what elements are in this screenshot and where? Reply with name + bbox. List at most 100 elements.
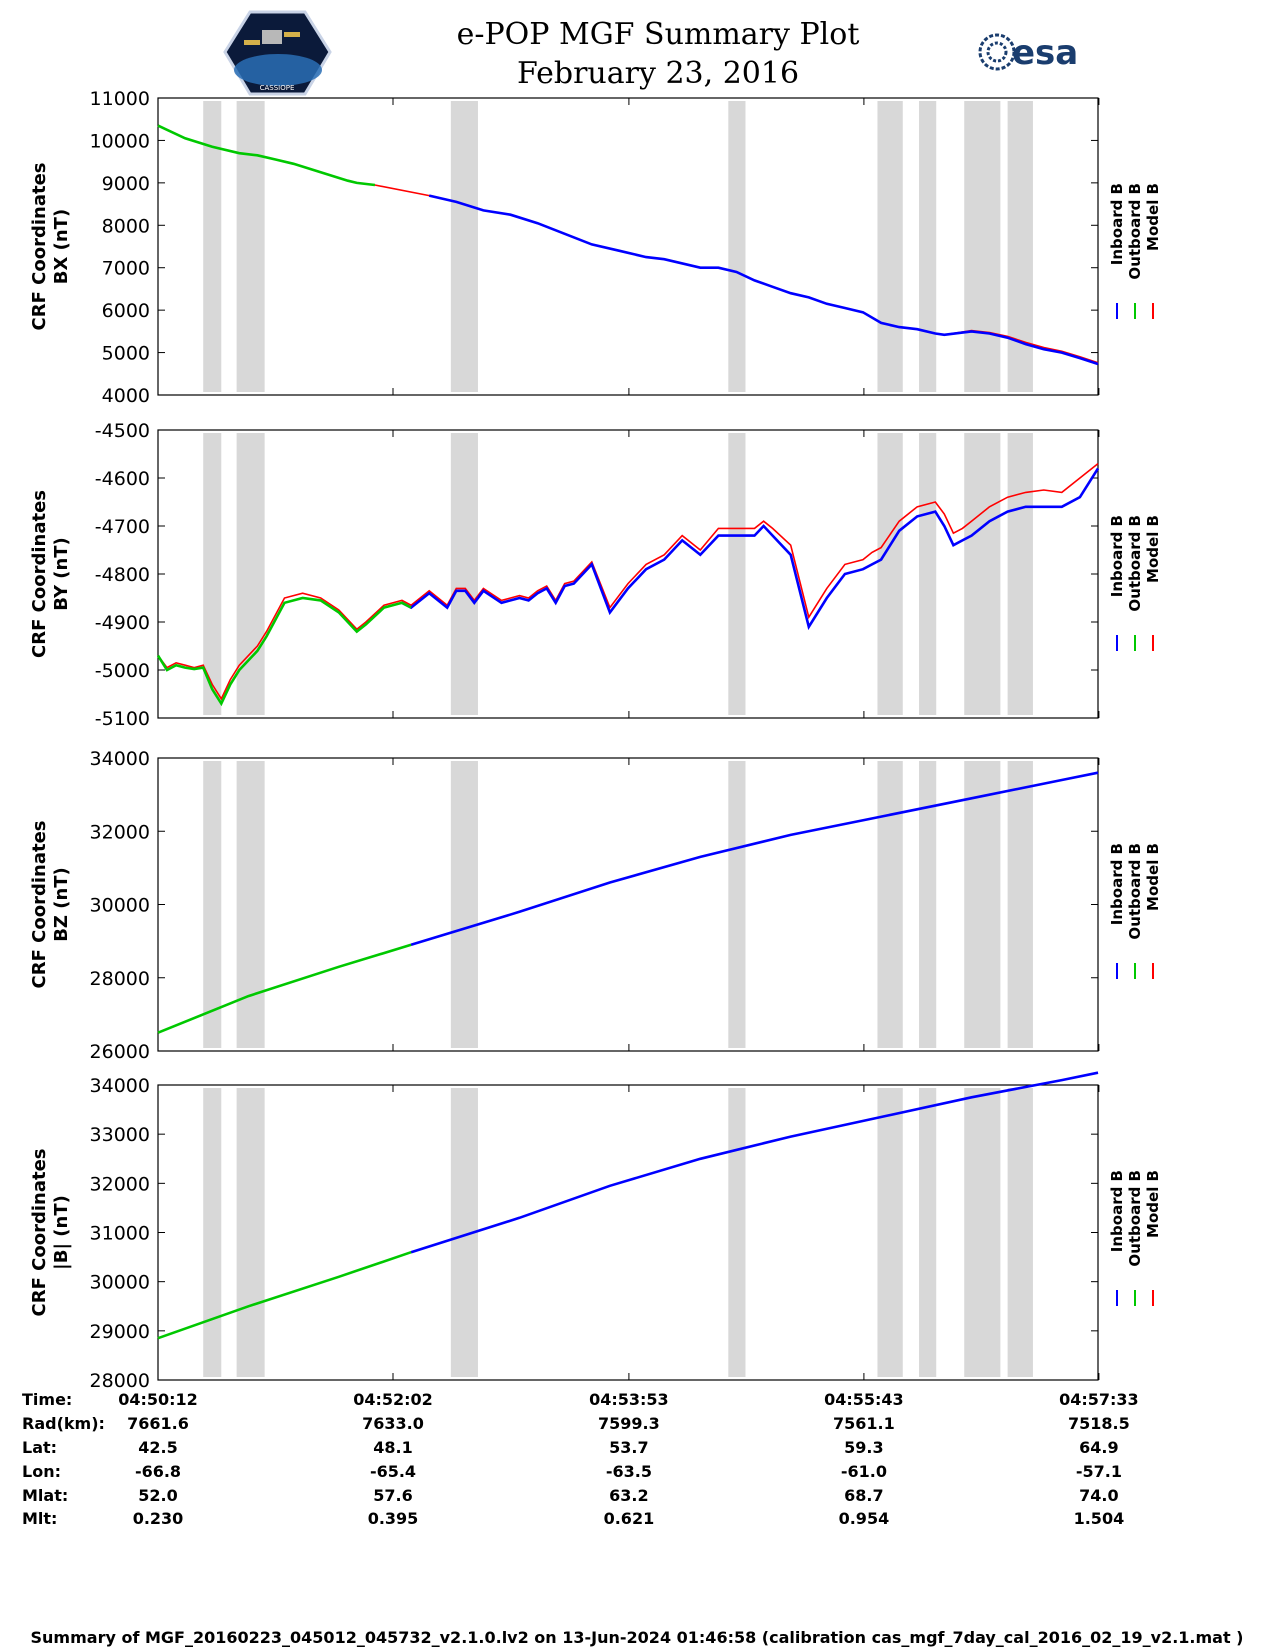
legend-label: Inboard B [1108, 843, 1126, 925]
info-row-label: Lon: [22, 1462, 61, 1481]
y-tick-label: 11000 [90, 88, 150, 110]
panel-bx: 4000 5000 6000 7000 8000 9000 10000 11000 CRF Co… [29, 88, 1162, 407]
footer-caption: Summary of MGF_20160223_045012_045732_v2… [31, 1628, 1244, 1647]
plot-frame [157, 97, 1099, 396]
series-line-outboard-b [157, 1250, 412, 1340]
gap-band-2 [450, 761, 478, 1048]
plot-title: e-POP MGF Summary Plot [457, 17, 860, 52]
gap-band-6 [964, 101, 1001, 392]
info-cell: 63.2 [609, 1486, 648, 1505]
plot-date: February 23, 2016 [517, 56, 799, 91]
info-cell: 7561.1 [833, 1414, 895, 1433]
y-tick-label: -4900 [95, 612, 150, 634]
info-cell: 0.954 [839, 1509, 890, 1528]
gap-band-0 [203, 761, 222, 1048]
gap-band-6 [964, 433, 1001, 715]
y-tick-label: 4000 [102, 385, 150, 407]
info-cell: 59.3 [844, 1438, 883, 1457]
gap-band-4 [877, 1088, 903, 1377]
info-cell: 7661.6 [127, 1414, 189, 1433]
plot-frame [157, 429, 1099, 719]
y-tick-label: 34000 [90, 1075, 150, 1097]
series-line-outboard-b [156, 596, 412, 707]
info-cell: 53.7 [609, 1438, 648, 1457]
series-line-model-b [157, 462, 1099, 701]
gap-band-0 [203, 433, 222, 715]
panel-btotal: 28000 29000 30000 31000 32000 33000 34000 CRF C… [29, 1071, 1162, 1392]
y-tick-label: 34000 [90, 748, 150, 770]
series-line-outboard-b [157, 943, 412, 1034]
y-tick-label: 6000 [102, 300, 150, 322]
series-line-model-b [157, 1071, 1099, 1339]
info-row-label: Mlt: [22, 1509, 57, 1528]
series-line-model-b [157, 124, 1099, 364]
y-tick-label: -4700 [95, 516, 150, 538]
gap-band-1 [236, 433, 265, 715]
esa-logo: esa [978, 33, 1078, 73]
legend: Inboard B Outboard B Model B [1108, 843, 1162, 979]
y-axis-label-line2: BZ (nT) [51, 867, 72, 942]
cassiope-logo: CASSIOPE [223, 10, 332, 96]
y-axis-label-line2: BY (nT) [51, 537, 72, 611]
gap-band-4 [877, 433, 903, 715]
info-cell: 1.504 [1074, 1509, 1125, 1528]
info-cell: 04:53:53 [589, 1390, 669, 1409]
cassiope-logo-label: CASSIOPE [260, 84, 295, 92]
gap-band-1 [236, 761, 265, 1048]
info-cell: 04:55:43 [824, 1390, 904, 1409]
gap-band-7 [1007, 433, 1033, 715]
gap-band-4 [877, 101, 903, 392]
info-cell: 64.9 [1079, 1438, 1118, 1457]
panel-by: -5100 -5000 -4900 -4800 -4700 -4600 -4500 CRF C… [29, 420, 1162, 730]
info-cell: -61.0 [841, 1462, 887, 1481]
y-tick-label: 9000 [102, 173, 150, 195]
series-line-inboard-b [410, 771, 1099, 947]
gap-band-0 [203, 101, 222, 392]
y-tick-label: -5000 [95, 660, 150, 682]
esa-logo-text: esa [1012, 33, 1078, 73]
y-axis-label-line1: CRF Coordinates [29, 490, 50, 658]
panel-bz: 26000 28000 30000 32000 34000 CRF Coordinates… [29, 748, 1162, 1063]
gap-band-2 [450, 433, 478, 715]
y-tick-label: 7000 [102, 258, 150, 280]
y-tick-label: 33000 [90, 1124, 150, 1146]
info-cell: 7599.3 [598, 1414, 660, 1433]
info-cell: -63.5 [606, 1462, 652, 1481]
y-tick-label: 8000 [102, 215, 150, 237]
gap-band-6 [964, 761, 1001, 1048]
info-row-label: Time: [22, 1390, 72, 1409]
series-line-inboard-b [410, 1071, 1099, 1254]
legend-label: Inboard B [1108, 183, 1126, 265]
info-cell: 0.395 [368, 1509, 419, 1528]
y-tick-label: 30000 [90, 1272, 150, 1294]
info-cell: -66.8 [135, 1462, 181, 1481]
info-cell: 0.621 [604, 1509, 655, 1528]
gap-band-4 [877, 761, 903, 1048]
gap-band-3 [728, 1088, 746, 1377]
legend: Inboard B Outboard B Model B [1108, 183, 1162, 319]
legend-label: Model B [1144, 843, 1162, 911]
gap-band-3 [728, 101, 746, 392]
series-line-model-b [157, 771, 1099, 1034]
y-tick-label: 29000 [90, 1321, 150, 1343]
y-axis-label-line2: |B| (nT) [51, 1195, 72, 1270]
info-cell: 04:50:12 [118, 1390, 198, 1409]
y-axis-label-line2: BX (nT) [51, 209, 72, 284]
info-cell: 57.6 [373, 1486, 412, 1505]
y-tick-label: 10000 [90, 130, 150, 152]
plot-frame [157, 1084, 1099, 1381]
y-tick-label: 28000 [90, 968, 150, 990]
info-cell: -57.1 [1076, 1462, 1122, 1481]
y-tick-label: -4800 [95, 564, 150, 586]
info-cell: 04:52:02 [353, 1390, 433, 1409]
info-cell: 42.5 [138, 1438, 177, 1457]
legend: Inboard B Outboard B Model B [1108, 515, 1162, 651]
gap-band-5 [919, 433, 937, 715]
series-line-inboard-b [401, 467, 1100, 631]
info-cell: 7633.0 [362, 1414, 424, 1433]
gap-band-5 [919, 761, 937, 1048]
y-tick-label: 32000 [90, 1173, 150, 1195]
y-tick-label: -4600 [95, 468, 150, 490]
legend-label: Outboard B [1126, 515, 1144, 612]
